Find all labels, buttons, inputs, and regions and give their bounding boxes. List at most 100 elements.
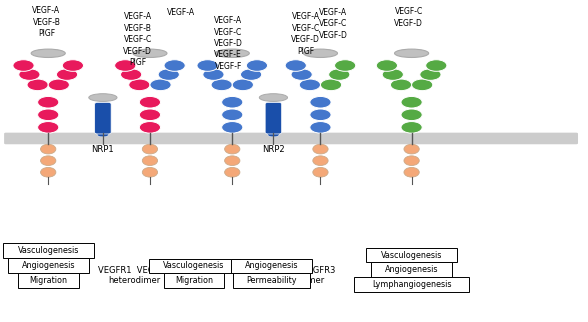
Circle shape	[310, 122, 331, 133]
Ellipse shape	[303, 49, 338, 57]
Text: Vasculogenesis: Vasculogenesis	[381, 251, 442, 260]
FancyBboxPatch shape	[3, 243, 93, 258]
Ellipse shape	[225, 167, 240, 177]
Circle shape	[401, 122, 422, 133]
Circle shape	[56, 69, 78, 80]
Ellipse shape	[41, 144, 56, 154]
FancyBboxPatch shape	[265, 102, 282, 134]
FancyBboxPatch shape	[4, 133, 578, 144]
Text: Migration: Migration	[175, 276, 213, 285]
Circle shape	[420, 69, 441, 80]
FancyBboxPatch shape	[366, 248, 457, 262]
Circle shape	[139, 109, 161, 120]
Circle shape	[38, 97, 59, 108]
Text: Angiogenesis: Angiogenesis	[385, 265, 438, 274]
FancyBboxPatch shape	[355, 277, 469, 292]
Text: Angiogenesis: Angiogenesis	[22, 261, 75, 270]
Circle shape	[158, 69, 179, 80]
Circle shape	[222, 97, 243, 108]
Circle shape	[401, 97, 422, 108]
Text: NRP2: NRP2	[262, 145, 285, 154]
Text: Lymphangiogenesis: Lymphangiogenesis	[372, 280, 452, 289]
Ellipse shape	[142, 167, 158, 177]
Circle shape	[310, 109, 331, 120]
Text: VEGF-A
VEGF-B
VEGF-C
VEGF-D
PlGF: VEGF-A VEGF-B VEGF-C VEGF-D PlGF	[123, 12, 152, 67]
Circle shape	[222, 109, 243, 120]
Circle shape	[139, 122, 161, 133]
Ellipse shape	[133, 49, 167, 57]
Circle shape	[329, 69, 350, 80]
FancyBboxPatch shape	[233, 273, 310, 288]
Circle shape	[150, 79, 171, 91]
Ellipse shape	[225, 156, 240, 166]
Text: Vasculogenesis: Vasculogenesis	[163, 261, 225, 270]
Circle shape	[38, 122, 59, 133]
FancyBboxPatch shape	[163, 273, 225, 288]
Ellipse shape	[313, 167, 328, 177]
Text: VEGF-C
VEGF-D: VEGF-C VEGF-D	[394, 7, 423, 28]
Ellipse shape	[404, 144, 419, 154]
Ellipse shape	[259, 94, 288, 101]
Ellipse shape	[404, 167, 419, 177]
Circle shape	[203, 69, 224, 80]
Circle shape	[13, 60, 34, 71]
Circle shape	[211, 79, 232, 91]
Circle shape	[232, 79, 253, 91]
FancyBboxPatch shape	[95, 102, 111, 134]
Circle shape	[139, 97, 161, 108]
Ellipse shape	[313, 156, 328, 166]
Circle shape	[310, 97, 331, 108]
Ellipse shape	[41, 167, 56, 177]
Text: VEGFR1: VEGFR1	[32, 266, 65, 275]
Circle shape	[285, 60, 306, 71]
Circle shape	[426, 60, 447, 71]
Ellipse shape	[215, 49, 249, 57]
Circle shape	[27, 79, 48, 91]
Circle shape	[222, 122, 243, 133]
Text: VEGF-A
VEGF-B
PlGF: VEGF-A VEGF-B PlGF	[32, 6, 61, 38]
Text: VEGFR2: VEGFR2	[216, 266, 249, 275]
Ellipse shape	[31, 49, 65, 57]
Text: VEGFR2  VEGFR3
heterodimer: VEGFR2 VEGFR3 heterodimer	[262, 266, 335, 285]
Circle shape	[335, 60, 356, 71]
Ellipse shape	[395, 49, 429, 57]
Ellipse shape	[225, 144, 240, 154]
Circle shape	[121, 69, 142, 80]
Ellipse shape	[97, 132, 109, 137]
Circle shape	[412, 79, 433, 91]
FancyBboxPatch shape	[149, 259, 239, 273]
Text: Vasculogenesis: Vasculogenesis	[18, 246, 79, 255]
Circle shape	[246, 60, 268, 71]
Text: VEGF-A: VEGF-A	[167, 8, 195, 17]
Text: VEGF-A
VEGF-C
VEGF-D
VEGF-E
VEGF-F: VEGF-A VEGF-C VEGF-D VEGF-E VEGF-F	[213, 16, 243, 71]
Circle shape	[291, 69, 312, 80]
Circle shape	[382, 69, 403, 80]
Text: Permeability: Permeability	[246, 276, 297, 285]
Text: VEGF-A
VEGF-C
VEGF-D: VEGF-A VEGF-C VEGF-D	[319, 8, 348, 40]
FancyBboxPatch shape	[371, 262, 452, 277]
Ellipse shape	[41, 156, 56, 166]
Text: VEGFR3: VEGFR3	[395, 266, 429, 275]
FancyBboxPatch shape	[18, 273, 79, 288]
Ellipse shape	[313, 144, 328, 154]
Ellipse shape	[89, 94, 117, 101]
Ellipse shape	[142, 156, 158, 166]
Ellipse shape	[404, 156, 419, 166]
Text: Angiogenesis: Angiogenesis	[245, 261, 298, 270]
Text: Migration: Migration	[29, 276, 67, 285]
Circle shape	[401, 109, 422, 120]
Circle shape	[19, 69, 40, 80]
Circle shape	[240, 69, 262, 80]
Circle shape	[62, 60, 83, 71]
Circle shape	[164, 60, 185, 71]
Text: VEGFR1  VEGFR2
heterodimer: VEGFR1 VEGFR2 heterodimer	[98, 266, 170, 285]
Circle shape	[115, 60, 136, 71]
Text: NRP1: NRP1	[92, 145, 114, 154]
Circle shape	[48, 79, 69, 91]
Circle shape	[299, 79, 320, 91]
FancyBboxPatch shape	[8, 258, 89, 273]
Circle shape	[129, 79, 150, 91]
Circle shape	[38, 109, 59, 120]
Circle shape	[320, 79, 342, 91]
Ellipse shape	[268, 132, 279, 137]
